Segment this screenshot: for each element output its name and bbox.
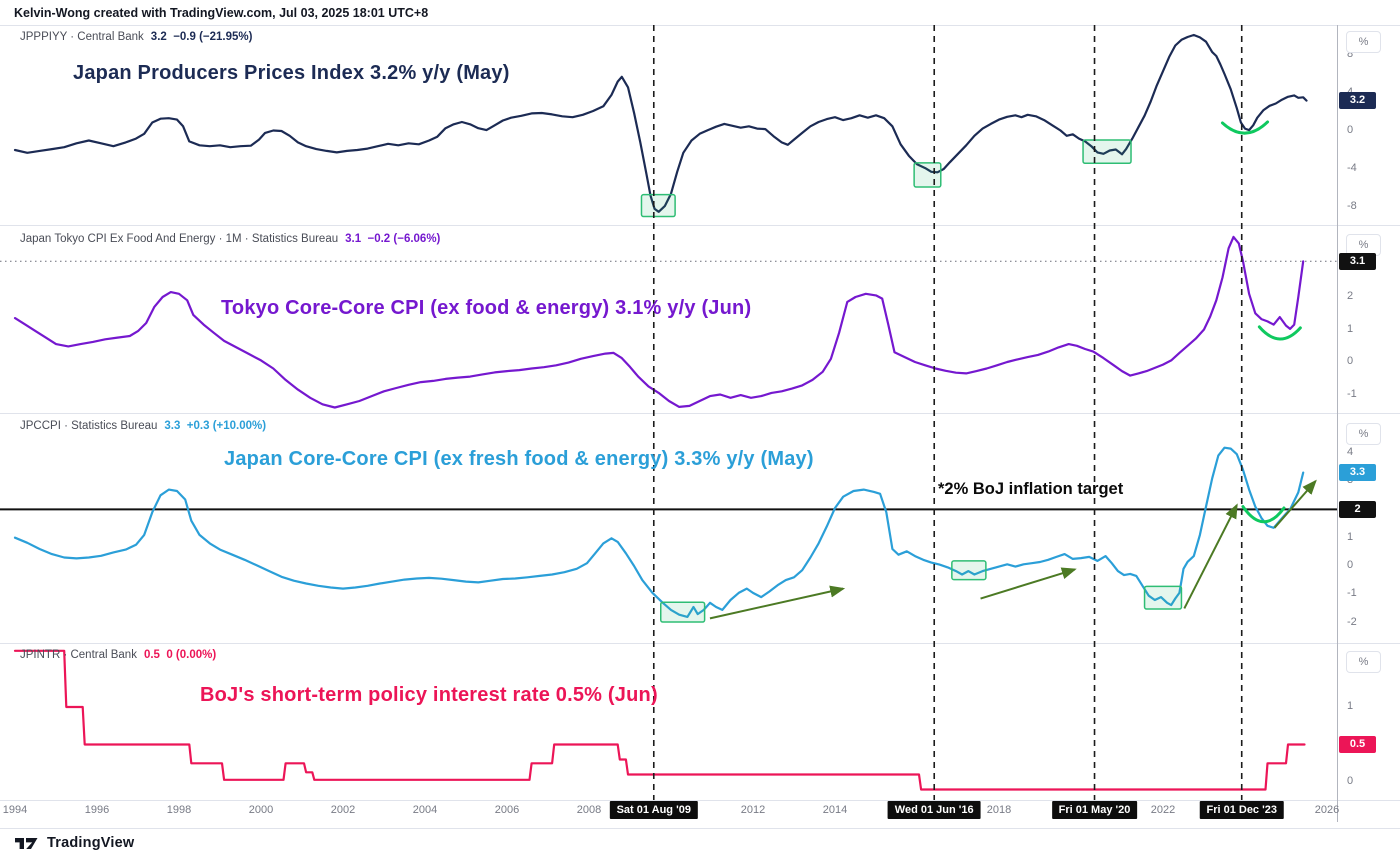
price-axis-tick: 1 — [1347, 322, 1354, 335]
price-axis-tick: 0 — [1347, 355, 1354, 367]
date-event-label[interactable]: Sat 01 Aug '09 — [609, 801, 698, 819]
year-axis-label: 2014 — [822, 804, 848, 816]
price-axis-tick: 1 — [1347, 700, 1354, 712]
legend-change-jpppiyy: −0.9 (−21.95%) — [173, 31, 253, 43]
trend-arrow[interactable] — [1183, 503, 1238, 609]
trend-arc[interactable] — [1241, 505, 1286, 524]
legend-title-jpccpi[interactable]: JPCCPI · Statistics Bureau — [20, 420, 158, 432]
price-axis-tick: -4 — [1347, 162, 1357, 174]
price-axis-tick: -1 — [1347, 587, 1357, 600]
price-axis-tick: -1 — [1347, 387, 1357, 400]
year-axis-label: 2018 — [986, 804, 1012, 816]
tradingview-logo-icon — [15, 838, 38, 849]
highlight-box[interactable] — [913, 162, 942, 188]
price-axis-tick: 0 — [1347, 559, 1354, 571]
price-badge-target: 2 — [1339, 500, 1376, 518]
price-badge-tokyocpi: 3.1 — [1339, 252, 1376, 270]
year-axis-label: 1996 — [84, 804, 110, 816]
trend-arrow[interactable] — [980, 567, 1077, 600]
year-axis-label: 1994 — [2, 804, 28, 816]
price-axis-tick: 4 — [1347, 445, 1354, 458]
highlight-box[interactable] — [1082, 139, 1132, 165]
year-axis-label: 2022 — [1150, 804, 1176, 816]
year-axis-label: 2012 — [740, 804, 766, 816]
series-line-jpccpi[interactable] — [13, 446, 1305, 619]
series-line-jpppiyy[interactable] — [13, 33, 1308, 213]
year-axis-label: 2026 — [1314, 804, 1340, 816]
annotation-jpccpi: Japan Core-Core CPI (ex fresh food & ene… — [224, 448, 814, 470]
tradingview-brand-text: TradingView — [47, 835, 135, 851]
annotation-jpintr: BoJ's short-term policy interest rate 0.… — [200, 684, 658, 706]
legend-jpccpi[interactable]: JPCCPI · Statistics Bureau 3.3 +0.3 (+10.… — [20, 420, 266, 432]
price-badge-jpintr: 0.5 — [1339, 736, 1376, 753]
year-axis-label: 2000 — [248, 804, 274, 816]
legend-title-tokyocpi[interactable]: Japan Tokyo CPI Ex Food And Energy · 1M … — [20, 233, 339, 245]
legend-change-tokyocpi: −0.2 (−6.06%) — [367, 233, 441, 245]
legend-change-jpintr: 0 (0.00%) — [166, 649, 217, 661]
trend-arc[interactable] — [1220, 120, 1270, 135]
date-event-label[interactable]: Fri 01 Dec '23 — [1199, 801, 1284, 819]
price-badge-jpccpi: 3.3 — [1339, 464, 1376, 482]
price-badge-jpppiyy: 3.2 — [1339, 92, 1376, 110]
legend-value-jpppiyy: 3.2 — [150, 31, 167, 43]
series-line-jpintr[interactable] — [13, 649, 1306, 791]
percent-scale-button[interactable]: % — [1346, 651, 1381, 673]
price-axis-tick: 4 — [1347, 86, 1353, 98]
percent-scale-button[interactable]: % — [1346, 31, 1381, 53]
annotation-boj-target-note: *2% BoJ inflation target — [938, 480, 1124, 498]
annotation-jpppiyy: Japan Producers Prices Index 3.2% y/y (M… — [73, 62, 510, 84]
legend-title-jpintr[interactable]: JPINTR · Central Bank — [20, 649, 137, 661]
footer-brand: TradingView — [14, 834, 134, 852]
year-axis-label: 2008 — [576, 804, 602, 816]
legend-title-jpppiyy[interactable]: JPPPIYY · Central Bank — [20, 31, 144, 43]
year-axis-label: 2006 — [494, 804, 520, 816]
highlight-box[interactable] — [660, 601, 706, 623]
legend-jpppiyy[interactable]: JPPPIYY · Central Bank 3.2 −0.9 (−21.95%) — [20, 31, 252, 43]
annotation-tokyocpi: Tokyo Core-Core CPI (ex food & energy) 3… — [221, 297, 752, 319]
trend-arc[interactable] — [1257, 325, 1302, 341]
highlight-box[interactable] — [951, 560, 987, 581]
trend-arrow[interactable] — [1273, 479, 1317, 529]
highlight-box[interactable] — [1143, 585, 1183, 610]
price-axis-tick: 0 — [1347, 124, 1354, 136]
percent-scale-button[interactable]: % — [1346, 423, 1381, 445]
legend-tokyocpi[interactable]: Japan Tokyo CPI Ex Food And Energy · 1M … — [20, 233, 440, 245]
date-event-label[interactable]: Fri 01 May '20 — [1051, 801, 1138, 819]
year-axis-label: 1998 — [166, 804, 192, 816]
year-axis-label: 2004 — [412, 804, 438, 816]
trend-arrow[interactable] — [709, 585, 846, 620]
series-line-tokyocpi[interactable] — [13, 235, 1305, 409]
legend-value-tokyocpi: 3.1 — [345, 233, 362, 245]
price-axis-tick: 8 — [1347, 48, 1354, 60]
price-axis-tick: -8 — [1347, 200, 1357, 212]
date-event-label[interactable]: Wed 01 Jun '16 — [887, 801, 981, 819]
price-axis-tick: 1 — [1347, 530, 1354, 543]
chart-attribution-title: Kelvin-Wong created with TradingView.com… — [14, 6, 429, 20]
year-axis-label: 2002 — [330, 804, 356, 816]
price-axis-tick: -2 — [1347, 615, 1357, 628]
price-axis-tick: 2 — [1347, 290, 1354, 302]
legend-value-jpintr: 0.5 — [143, 649, 160, 661]
legend-jpintr[interactable]: JPINTR · Central Bank 0.5 0 (0.00%) — [20, 649, 216, 661]
price-axis-tick: 0 — [1347, 775, 1354, 787]
legend-value-jpccpi: 3.3 — [164, 420, 181, 432]
highlight-box[interactable] — [640, 193, 676, 218]
legend-change-jpccpi: +0.3 (+10.00%) — [186, 420, 267, 432]
